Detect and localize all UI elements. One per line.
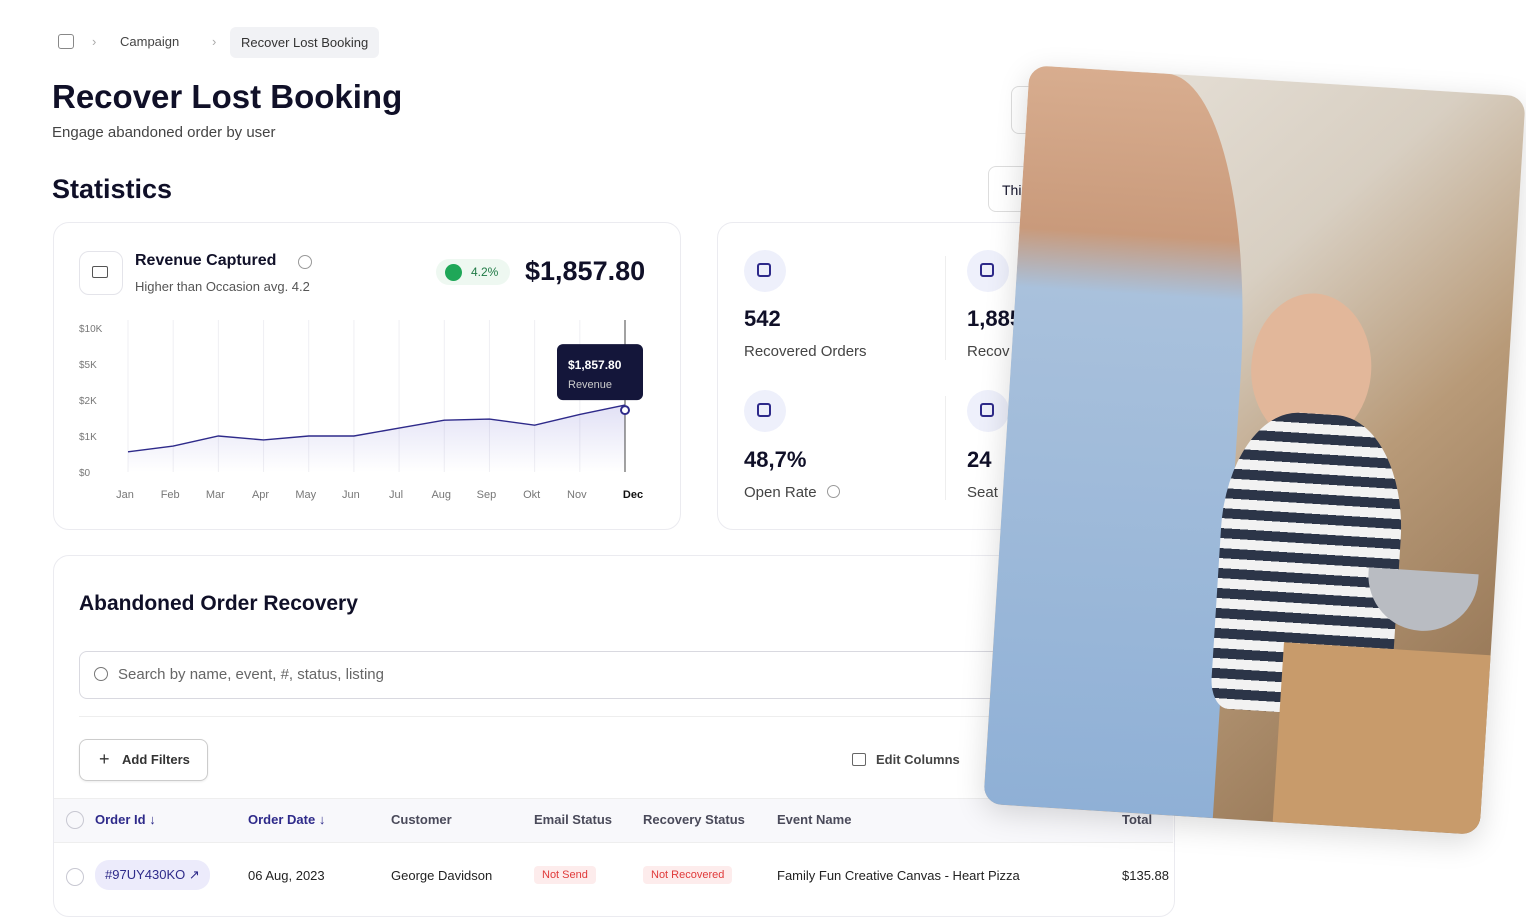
revenue-total: $1,857.80 [525, 256, 646, 286]
cell: $135.88 [1122, 868, 1169, 883]
table-title: Abandoned Order Recovery [79, 592, 358, 615]
y-tick-label: $0 [79, 468, 91, 479]
breadcrumb-current: Recover Lost Booking [230, 27, 380, 58]
section-title: Statistics [52, 174, 173, 204]
order-id[interactable]: #97UY430KO ↗ [95, 860, 210, 890]
kpi-icon [967, 390, 1009, 432]
x-tick-label: Jun [342, 489, 360, 501]
kpi-icon [744, 390, 786, 432]
edit-columns-button[interactable]: Edit Columns [876, 752, 960, 767]
y-tick-label: $5K [79, 360, 97, 371]
breadcrumb-link[interactable]: Campaign [120, 34, 180, 49]
kpi-icon [744, 250, 786, 292]
separator: › [92, 34, 97, 49]
x-tick-label: Sep [477, 489, 497, 501]
add-filters-button[interactable] [79, 739, 208, 781]
status-badge: Not Send [534, 866, 596, 884]
kpi-label: Recovered Orders [744, 343, 867, 360]
kpi-label: Open Rate [744, 484, 817, 501]
up-icon [445, 264, 462, 281]
home-icon[interactable] [58, 34, 74, 49]
search-icon [94, 667, 108, 681]
divider [945, 396, 946, 500]
area [128, 405, 625, 472]
search-placeholder: Search by name, event, #, status, listin… [118, 666, 384, 683]
x-tick-label: Aug [431, 489, 451, 501]
y-tick-label: $2K [79, 396, 97, 407]
kpi-value: 542 [744, 306, 781, 331]
button-label: Add Filters [122, 752, 190, 767]
line [127, 404, 626, 453]
x-tick-label: May [295, 489, 316, 501]
info-icon[interactable] [827, 485, 840, 498]
y-tick-label: $1K [79, 432, 97, 443]
x-tick-label: Mar [206, 489, 225, 501]
page-subtitle: Engage abandoned order by user [52, 124, 276, 141]
column-header: Customer [391, 812, 452, 827]
x-tick-label: Jan [116, 489, 134, 501]
checkbox[interactable] [66, 868, 84, 886]
point [620, 405, 630, 416]
column-title: Order Date [248, 812, 316, 827]
x-tick-label: Dec [623, 489, 643, 501]
table-header [54, 798, 1173, 843]
column-header[interactable]: Order Date ↓ [248, 812, 326, 827]
column-header: Event Name [777, 812, 852, 827]
cell: Family Fun Creative Canvas - Heart Pizza [777, 868, 1020, 883]
column-header: Email Status [534, 812, 613, 827]
tooltip-value: $1,857.80 [568, 358, 622, 372]
column-header: Total [1122, 812, 1153, 827]
x-tick-label: Feb [161, 489, 180, 501]
column-header: Recovery Status [643, 812, 745, 827]
kpi-label: Recov [967, 343, 1010, 360]
change-value: 4.2% [471, 265, 499, 279]
column-title: Order Id [95, 812, 146, 827]
page-title: Recover Lost Booking [52, 78, 403, 115]
photo-person [983, 65, 1260, 819]
kpi-icon [967, 250, 1009, 292]
status-badge: Not Recovered [643, 866, 733, 884]
order-id-text: #97UY430KO [105, 867, 186, 882]
kpi-value: 24 [967, 447, 992, 472]
x-tick-label: Nov [567, 489, 587, 501]
kpi-label: Seat [967, 484, 998, 501]
columns-icon [852, 753, 866, 766]
cell: 06 Aug, 2023 [248, 868, 325, 883]
money-icon [92, 266, 108, 278]
tooltip [557, 344, 643, 401]
card-title: Revenue Captured [135, 252, 277, 269]
x-tick-label: Jul [389, 489, 403, 501]
kpi-value: 48,7% [744, 447, 807, 472]
plus-icon: + [99, 749, 110, 769]
cell: George Davidson [391, 868, 493, 883]
x-tick-label: Apr [252, 489, 269, 501]
info-icon[interactable] [298, 255, 312, 269]
revenue-icon [79, 251, 123, 295]
photo [983, 65, 1526, 835]
column-header[interactable]: Order Id ↓ [95, 812, 156, 827]
photo-table [1272, 642, 1494, 835]
divider [79, 716, 1139, 717]
card-subtitle: Higher than Occasion avg. 4.2 [135, 279, 310, 294]
divider [945, 256, 946, 360]
tooltip-series: Revenue [568, 379, 612, 391]
separator: › [212, 34, 217, 49]
checkbox[interactable] [66, 811, 84, 829]
y-tick-label: $10K [79, 324, 103, 335]
x-tick-label: Okt [523, 489, 540, 501]
